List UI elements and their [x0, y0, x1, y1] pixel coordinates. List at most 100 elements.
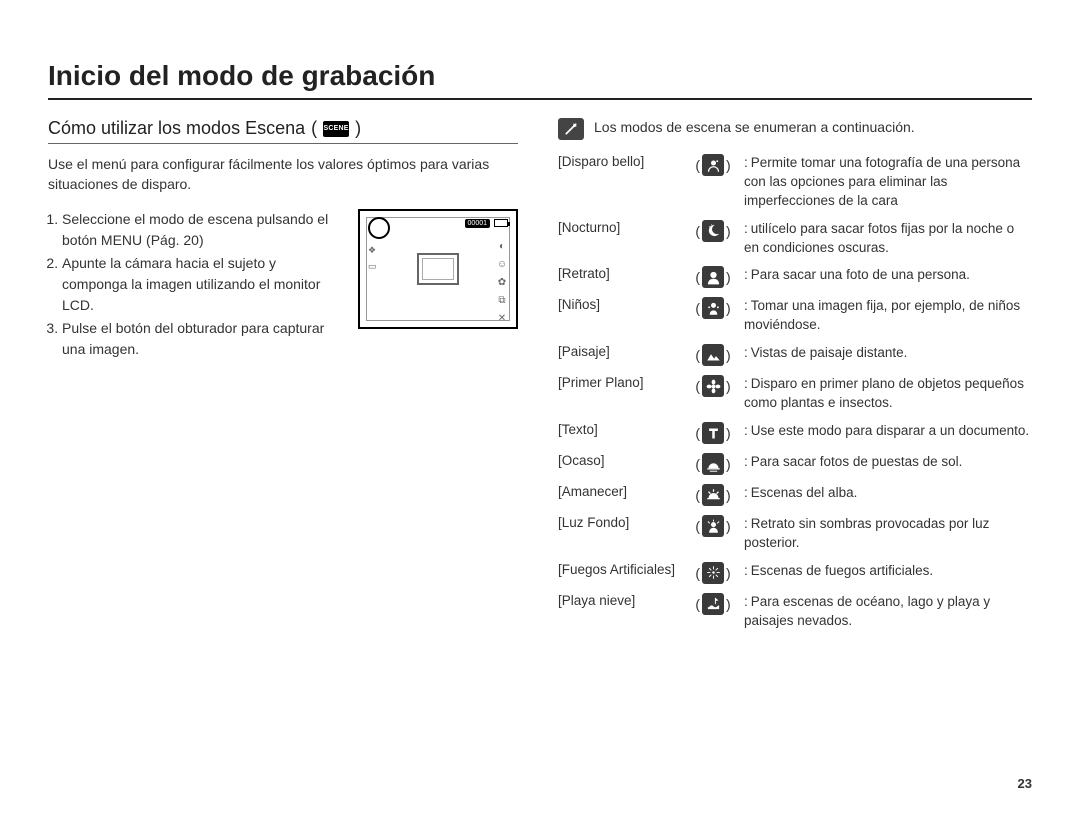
- paren-close: ): [355, 118, 361, 139]
- scene-mode-row: [Amanecer]():Escenas del alba.: [558, 484, 1032, 506]
- mode-label: [Paisaje]: [558, 344, 686, 359]
- paren-open: (: [695, 344, 700, 366]
- steps-and-lcd: Seleccione el modo de escena pulsando el…: [48, 209, 518, 362]
- subtitle-row: Cómo utilizar los modos Escena ( SCENE ): [48, 118, 518, 144]
- mode-label: [Playa nieve]: [558, 593, 686, 608]
- beachsnow-icon: [702, 593, 724, 615]
- left-column: Cómo utilizar los modos Escena ( SCENE )…: [48, 118, 518, 631]
- lcd-top-right: 00001: [465, 219, 508, 228]
- lcd-indicator-icon: ⧉: [496, 295, 508, 307]
- mode-description: :Escenas de fuegos artificiales.: [740, 562, 1032, 581]
- paren-close: ): [726, 453, 731, 475]
- mode-description: :Use este modo para disparar a un docume…: [740, 422, 1032, 441]
- paren-open: (: [695, 484, 700, 506]
- mode-label: [Nocturno]: [558, 220, 686, 235]
- scene-mode-list: [Disparo bello]():Permite tomar una foto…: [558, 154, 1032, 631]
- fireworks-icon: [702, 562, 724, 584]
- mode-icon-wrap: (): [686, 515, 740, 537]
- mode-label: [Primer Plano]: [558, 375, 686, 390]
- battery-icon: [494, 219, 508, 227]
- note-icon: [558, 118, 584, 140]
- mode-icon-wrap: (): [686, 297, 740, 319]
- lcd-indicator-icon: ▭: [368, 261, 380, 271]
- mode-description: :Para escenas de océano, lago y playa y …: [740, 593, 1032, 631]
- mode-label: [Retrato]: [558, 266, 686, 281]
- scene-mode-row: [Luz Fondo]():Retrato sin sombras provoc…: [558, 515, 1032, 553]
- scene-mode-row: [Texto]():Use este modo para disparar a …: [558, 422, 1032, 444]
- paren-close: ): [726, 220, 731, 242]
- mode-label: [Texto]: [558, 422, 686, 437]
- mode-description: :Permite tomar una fotografía de una per…: [740, 154, 1032, 211]
- mode-label: [Disparo bello]: [558, 154, 686, 169]
- paren-open: (: [695, 593, 700, 615]
- paren-open: (: [311, 118, 317, 139]
- scene-mode-row: [Primer Plano]():Disparo en primer plano…: [558, 375, 1032, 413]
- scene-mode-row: [Niños]():Tomar una imagen fija, por eje…: [558, 297, 1032, 335]
- lcd-right-indicators: ◐ ☺ ✿ ⧉ ✕: [496, 241, 508, 325]
- scene-mode-row: [Playa nieve]():Para escenas de océano, …: [558, 593, 1032, 631]
- paren-close: ): [726, 422, 731, 444]
- paren-close: ): [726, 515, 731, 537]
- mode-icon-wrap: (): [686, 484, 740, 506]
- beauty-icon: [702, 154, 724, 176]
- scene-mode-row: [Nocturno]():utilícelo para sacar fotos …: [558, 220, 1032, 258]
- manual-page: Inicio del modo de grabación Cómo utiliz…: [0, 0, 1080, 815]
- mode-description: :Retrato sin sombras provocadas por luz …: [740, 515, 1032, 553]
- mode-label: [Amanecer]: [558, 484, 686, 499]
- right-column: Los modos de escena se enumeran a contin…: [558, 118, 1032, 631]
- portrait-icon: [702, 266, 724, 288]
- note-row: Los modos de escena se enumeran a contin…: [558, 118, 1032, 140]
- mode-description: :Disparo en primer plano de objetos pequ…: [740, 375, 1032, 413]
- lcd-indicator-icon: ❖: [368, 245, 380, 255]
- landscape-icon: [702, 344, 724, 366]
- section-subtitle: Cómo utilizar los modos Escena: [48, 118, 305, 139]
- mode-icon-wrap: (): [686, 422, 740, 444]
- lcd-focus-frame: [417, 253, 459, 285]
- paren-close: ): [726, 344, 731, 366]
- mode-icon-wrap: (): [686, 562, 740, 584]
- mode-icon-wrap: (): [686, 154, 740, 176]
- paren-open: (: [695, 154, 700, 176]
- scene-mode-row: [Disparo bello]():Permite tomar una foto…: [558, 154, 1032, 211]
- closeup-icon: [702, 375, 724, 397]
- mode-description: :Escenas del alba.: [740, 484, 1032, 503]
- lcd-indicator-icon: ☺: [496, 259, 508, 271]
- mode-icon-wrap: (): [686, 220, 740, 242]
- backlight-icon: [702, 515, 724, 537]
- paren-open: (: [695, 562, 700, 584]
- two-column-layout: Cómo utilizar los modos Escena ( SCENE )…: [48, 118, 1032, 631]
- children-icon: [702, 297, 724, 319]
- mode-description: :Para sacar fotos de puestas de sol.: [740, 453, 1032, 472]
- text-icon: [702, 422, 724, 444]
- page-title: Inicio del modo de grabación: [48, 60, 1032, 100]
- page-number: 23: [1018, 776, 1032, 791]
- paren-open: (: [695, 266, 700, 288]
- mode-icon-wrap: (): [686, 344, 740, 366]
- intro-text: Use el menú para configurar fácilmente l…: [48, 154, 518, 195]
- paren-close: ): [726, 266, 731, 288]
- lcd-mode-icon: [368, 217, 390, 239]
- mode-label: [Niños]: [558, 297, 686, 312]
- lcd-left-indicators: ❖ ▭: [368, 245, 380, 271]
- scene-mode-row: [Retrato] () :Para sacar una foto de una p…: [558, 266, 1032, 288]
- paren-close: ): [726, 484, 731, 506]
- mode-label: [Ocaso]: [558, 453, 686, 468]
- mode-icon-wrap: (): [686, 453, 740, 475]
- lcd-diagram: 00001 ❖ ▭ ◐ ☺ ✿ ⧉ ✕: [358, 209, 518, 329]
- paren-close: ): [726, 297, 731, 319]
- paren-open: (: [695, 422, 700, 444]
- scene-mode-row: [Ocaso]():Para sacar fotos de puestas de…: [558, 453, 1032, 475]
- step-item: Pulse el botón del obturador para captur…: [62, 318, 340, 360]
- note-text: Los modos de escena se enumeran a contin…: [594, 118, 915, 138]
- mode-description: :Vistas de paisaje distante.: [740, 344, 1032, 363]
- scene-mode-row: [Fuegos Artificiales]():Escenas de fuego…: [558, 562, 1032, 584]
- paren-open: (: [695, 515, 700, 537]
- paren-open: (: [695, 297, 700, 319]
- mode-description: :Para sacar una foto de una persona.: [740, 266, 1032, 285]
- lcd-indicator-icon: ✕: [496, 313, 508, 325]
- mode-label: [Fuegos Artificiales]: [558, 562, 686, 577]
- paren-open: (: [695, 375, 700, 397]
- step-item: Apunte la cámara hacia el sujeto y compo…: [62, 253, 340, 316]
- paren-close: ): [726, 562, 731, 584]
- mode-icon-wrap: (): [686, 593, 740, 615]
